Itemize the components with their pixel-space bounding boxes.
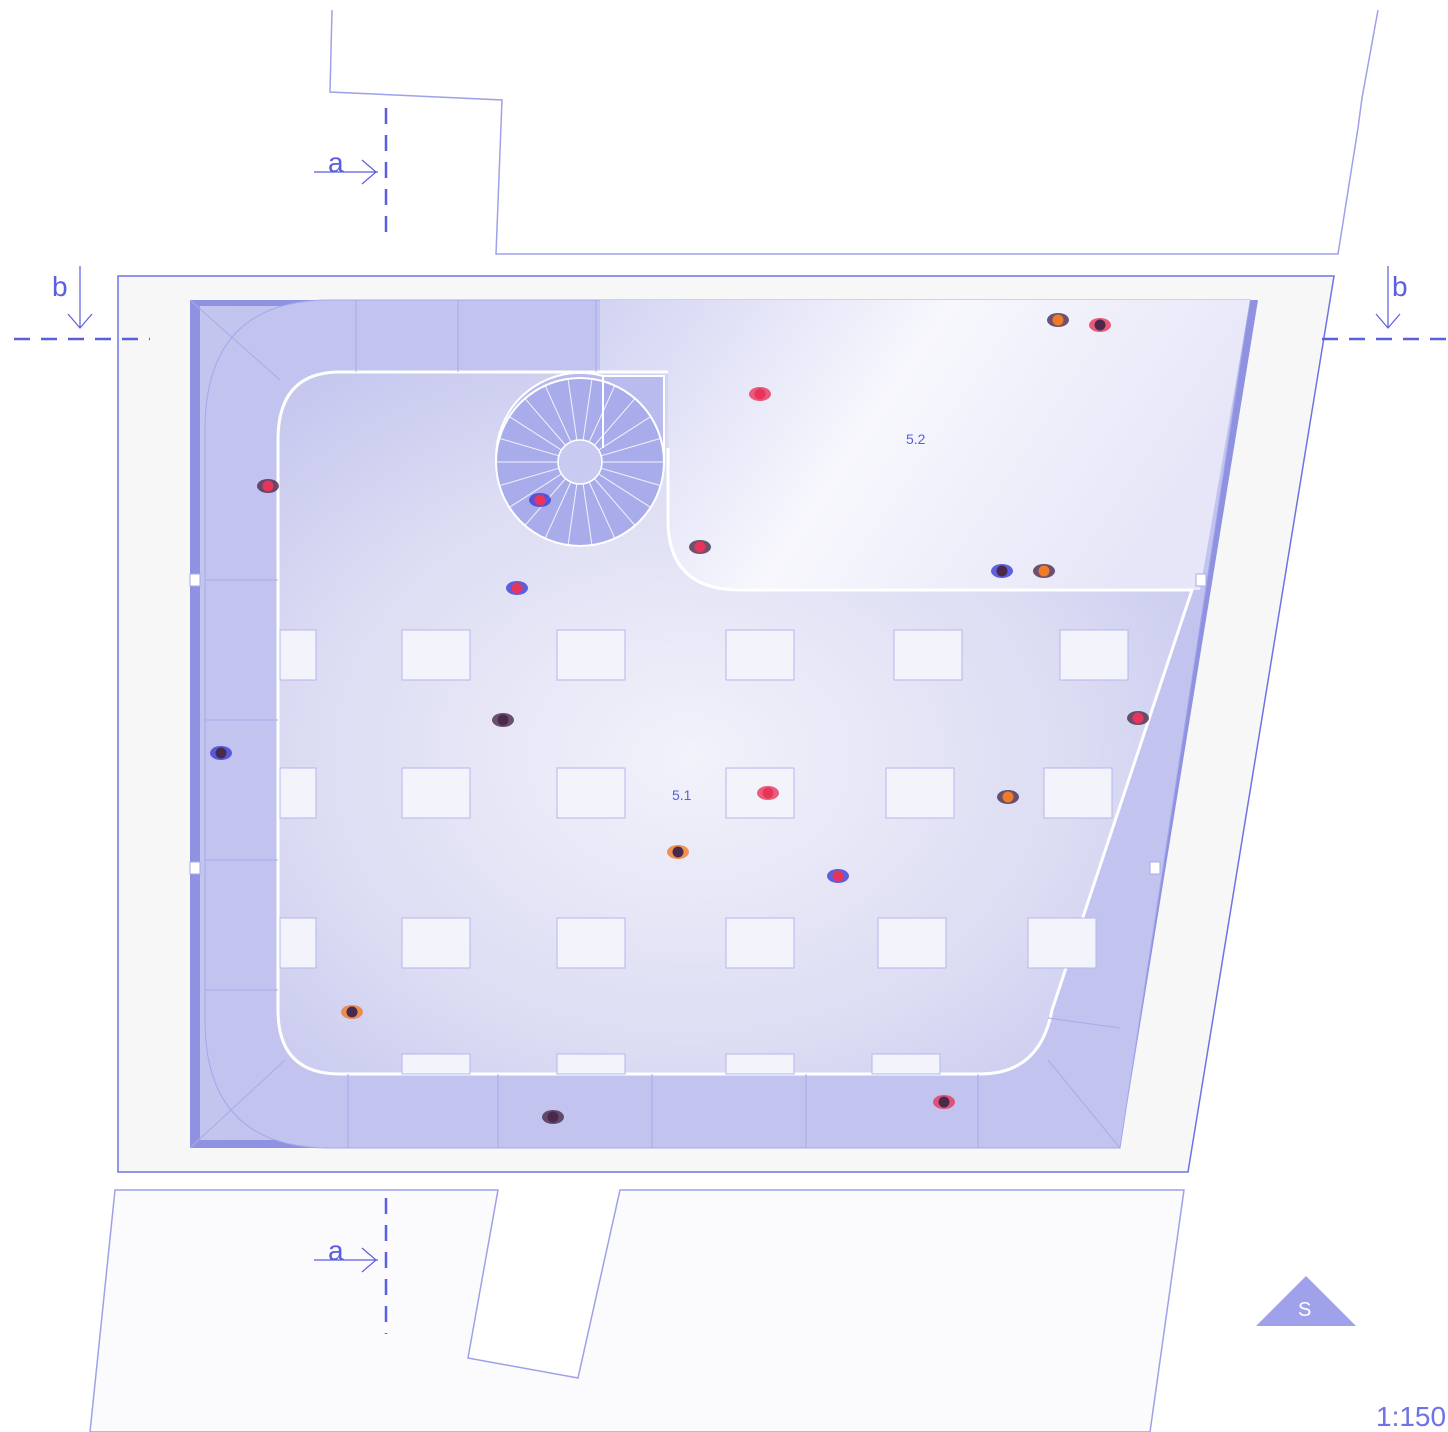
person-figure — [991, 564, 1013, 578]
person-figure — [667, 845, 689, 859]
door-marks — [189, 573, 1207, 875]
skylight — [1059, 629, 1129, 681]
section-marker-a-top: a — [314, 108, 388, 240]
stair-step — [499, 467, 560, 487]
people-group — [210, 313, 1149, 1124]
skylight — [725, 1053, 795, 1075]
skylight — [725, 629, 795, 681]
stair-step — [544, 385, 572, 443]
neighbour-building-south — [89, 1189, 1185, 1432]
section-marker-a-bottom: a — [314, 1198, 388, 1334]
skylight — [279, 629, 317, 681]
skylight — [1027, 917, 1097, 969]
person-figure — [689, 540, 711, 554]
person-figure — [257, 479, 279, 493]
person-figure — [1127, 711, 1149, 725]
scale-label: 1:150 — [1376, 1401, 1446, 1432]
stair-step — [567, 378, 578, 441]
stair-step — [524, 398, 566, 446]
person-figure — [529, 493, 551, 507]
room-label-5-2: 5.2 — [906, 431, 926, 447]
ramp-segment-lines — [189, 299, 1121, 1149]
stair-step — [598, 473, 651, 508]
neighbour-building-north — [329, 9, 1379, 255]
section-marker-b-right: b — [1322, 266, 1448, 341]
stair-step — [594, 398, 636, 446]
orientation-label: S — [1298, 1299, 1311, 1321]
stair-step — [594, 478, 636, 526]
svg-text:b: b — [1392, 271, 1408, 302]
room-label-5-1: 5.1 — [672, 787, 692, 803]
stair-step — [567, 483, 578, 546]
skylight-grid — [279, 629, 1129, 1075]
person-figure — [827, 869, 849, 883]
orientation-arrow: S — [1256, 1276, 1356, 1326]
stair-step — [582, 483, 593, 546]
skylight — [556, 767, 626, 819]
skylight — [556, 629, 626, 681]
skylight — [279, 917, 317, 969]
stair-step — [509, 473, 562, 508]
stair-step — [598, 416, 651, 451]
skylight — [877, 917, 947, 969]
skylight — [725, 917, 795, 969]
skylight — [1043, 767, 1113, 819]
section-marker-b-left: b — [14, 266, 150, 341]
person-figure — [933, 1095, 955, 1109]
stair-step — [509, 416, 562, 451]
skylight — [885, 767, 955, 819]
stair-step — [582, 378, 593, 441]
person-figure — [749, 387, 771, 401]
person-figure — [492, 713, 514, 727]
railing-line — [276, 370, 1195, 1076]
person-figure — [1047, 313, 1069, 327]
person-figure — [1089, 318, 1111, 332]
upper-platform — [600, 300, 1250, 590]
person-figure — [341, 1005, 363, 1019]
skylight — [401, 917, 471, 969]
svg-text:b: b — [52, 271, 68, 302]
svg-text:a: a — [328, 147, 344, 178]
person-figure — [506, 581, 528, 595]
main-hall — [278, 372, 1192, 1074]
stair-step — [588, 481, 616, 539]
skylight — [556, 1053, 626, 1075]
skylight — [556, 917, 626, 969]
skylight — [401, 767, 471, 819]
svg-text:a: a — [328, 1235, 344, 1266]
skylight — [279, 767, 317, 819]
person-figure — [542, 1110, 564, 1124]
skylight — [401, 1053, 471, 1075]
stair-step — [544, 481, 572, 539]
spiral-staircase — [495, 371, 666, 547]
person-figure — [757, 786, 779, 800]
stair-step — [600, 437, 661, 457]
person-figure — [997, 790, 1019, 804]
skylight — [893, 629, 963, 681]
skylight — [401, 629, 471, 681]
stair-step — [600, 467, 661, 487]
skylight — [871, 1053, 941, 1075]
person-figure — [210, 746, 232, 760]
person-figure — [1033, 564, 1055, 578]
stair-step — [499, 437, 560, 457]
